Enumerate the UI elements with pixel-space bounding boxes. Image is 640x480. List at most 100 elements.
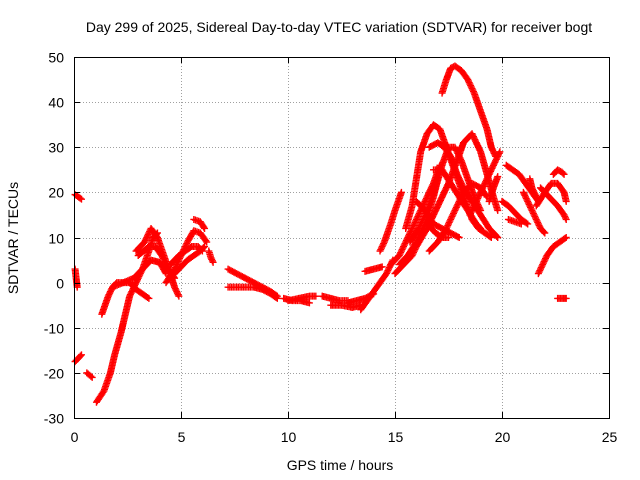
data-track-t35	[438, 62, 500, 160]
data-point	[476, 223, 484, 231]
data-point	[305, 299, 313, 307]
y-axis-title: SDTVAR / TECUs	[5, 182, 21, 294]
data-points	[71, 62, 570, 406]
x-tick-label: 15	[388, 429, 404, 445]
data-point	[524, 220, 532, 228]
y-tick-label: -20	[44, 366, 64, 382]
data-track-t47	[526, 175, 540, 201]
data-point	[560, 170, 568, 178]
data-point	[201, 243, 209, 251]
x-tick-label: 10	[281, 429, 297, 445]
data-point	[540, 228, 548, 236]
data-track-t16	[224, 283, 281, 302]
x-tick-labels: 0 5 10 15 20 25	[71, 429, 618, 445]
y-tick-label: -10	[44, 321, 64, 337]
data-point	[562, 215, 570, 223]
data-point	[209, 258, 217, 266]
data-point	[201, 224, 209, 232]
grid-lines	[74, 57, 609, 418]
data-track-t02	[71, 265, 81, 291]
data-point	[87, 372, 95, 380]
data-track-t24	[376, 188, 405, 255]
x-tick-label: 25	[602, 429, 618, 445]
data-point	[494, 173, 502, 181]
data-point	[561, 234, 569, 242]
data-track-t03	[71, 351, 85, 366]
data-point	[477, 224, 485, 232]
data-track-t46	[554, 294, 570, 302]
x-axis-title: GPS time / hours	[287, 457, 394, 473]
data-point	[175, 292, 183, 300]
data-track-t18	[284, 292, 320, 305]
data-point	[208, 257, 216, 265]
data-point	[312, 292, 320, 300]
data-point	[493, 232, 501, 240]
y-tick-labels: -30 -20 -10 0 10 20 30 40 50	[44, 50, 64, 427]
data-point	[517, 220, 525, 228]
data-point	[562, 294, 570, 302]
data-point	[532, 191, 540, 199]
data-point	[532, 193, 540, 201]
data-point	[487, 234, 495, 241]
data-track-t07	[109, 256, 170, 291]
data-point	[144, 294, 152, 302]
data-point	[88, 373, 96, 381]
data-track-t14	[205, 247, 217, 266]
data-point	[397, 188, 405, 196]
data-point	[561, 214, 569, 222]
data-track-t42	[532, 179, 570, 210]
data-track-t12	[171, 243, 209, 278]
data-point	[562, 197, 570, 205]
data-track-t13	[190, 215, 209, 232]
data-point	[496, 148, 504, 156]
data-track-t04	[83, 369, 96, 381]
data-point	[494, 206, 502, 214]
data-point	[495, 149, 503, 157]
data-track-t41	[519, 188, 549, 237]
data-point	[203, 238, 211, 246]
data-track-t23	[361, 263, 386, 275]
axis-ticks	[74, 57, 610, 419]
data-track-t45	[549, 166, 568, 178]
data-point	[273, 294, 281, 302]
data-point	[455, 234, 463, 241]
data-point	[202, 237, 210, 245]
data-point	[522, 219, 530, 227]
data-point	[454, 233, 462, 241]
data-point	[272, 294, 280, 302]
data-point	[76, 352, 84, 360]
data-point	[174, 291, 182, 299]
data-point	[562, 234, 570, 241]
data-track-t10	[162, 227, 211, 287]
chart-title: Day 299 of 2025, Sidereal Day-to-day VTE…	[86, 19, 592, 35]
x-tick-label: 5	[178, 429, 186, 445]
data-track-t37	[485, 173, 502, 205]
data-point	[541, 229, 549, 237]
x-tick-label: 20	[495, 429, 511, 445]
data-point	[77, 351, 85, 359]
data-point	[486, 233, 494, 241]
x-tick-label: 0	[71, 429, 79, 445]
data-point	[199, 244, 207, 252]
y-tick-label: 0	[56, 276, 64, 292]
data-track-t36	[466, 148, 504, 219]
y-tick-label: 50	[48, 50, 64, 66]
y-tick-label: 10	[48, 231, 64, 247]
data-track-t43	[537, 184, 570, 223]
data-point	[494, 234, 502, 241]
data-point	[559, 169, 567, 177]
data-point	[200, 223, 208, 231]
y-tick-label: 30	[48, 140, 64, 156]
y-tick-label: -30	[44, 411, 64, 427]
data-track-t39	[498, 197, 532, 228]
data-track-t40	[504, 215, 525, 228]
data-point	[378, 263, 386, 271]
data-track-t01	[71, 191, 85, 203]
data-point	[76, 194, 84, 202]
data-track-t05	[92, 229, 161, 406]
data-track-t44	[534, 234, 570, 278]
y-tick-label: 20	[48, 185, 64, 201]
data-point	[77, 195, 85, 203]
data-track-t22	[357, 256, 397, 314]
